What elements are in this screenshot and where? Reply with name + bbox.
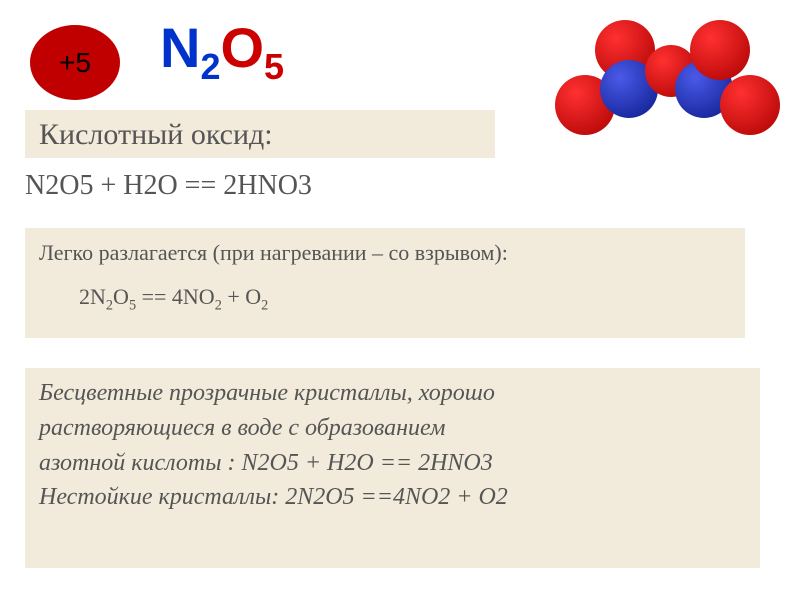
subtitle-text: Кислотный оксид: xyxy=(39,118,273,151)
oxidation-state-badge: +5 xyxy=(30,25,120,100)
oxygen-atom xyxy=(720,75,780,135)
body-line1: Бесцветные прозрачные кристаллы, хорошо xyxy=(39,376,746,411)
oxygen-atom xyxy=(690,20,750,80)
decompose-intro: Легко разлагается (при нагревании – со в… xyxy=(39,240,731,266)
body-line3: азотной кислоты : N2O5 + H2O == 2HNO3 xyxy=(39,446,746,481)
decompose-equation: 2N2O5 == 4NO2 + O2 xyxy=(79,284,731,314)
subtitle-box: Кислотный оксид: xyxy=(25,110,495,158)
body-line2: растворяющиеся в воде с образованием xyxy=(39,411,746,446)
molecule-diagram xyxy=(545,15,775,145)
badge-text: +5 xyxy=(59,47,91,79)
acid-equation: N2O5 + H2O == 2HNO3 xyxy=(25,170,312,202)
decomposition-box: Легко разлагается (при нагревании – со в… xyxy=(25,228,745,338)
description-box: Бесцветные прозрачные кристаллы, хорошо … xyxy=(25,368,760,568)
formula-title: N2O5 xyxy=(160,15,284,88)
body-line4: Нестойкие кристаллы: 2N2O5 ==4NO2 + O2 xyxy=(39,480,746,515)
